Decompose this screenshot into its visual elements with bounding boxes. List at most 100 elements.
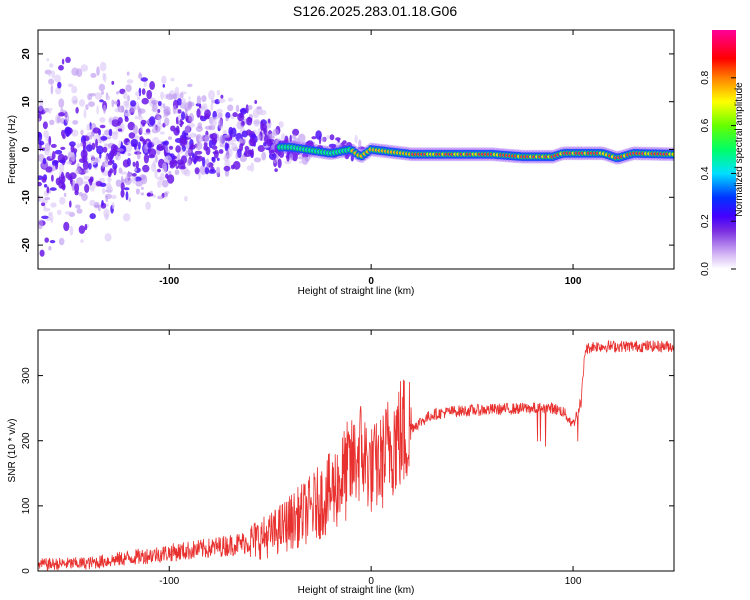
noise-blob xyxy=(127,95,130,102)
noise-blob xyxy=(257,145,265,152)
noise-blob xyxy=(167,136,173,141)
noise-blob xyxy=(143,132,151,136)
noise-blob xyxy=(141,97,149,105)
noise-blob xyxy=(83,175,90,180)
noise-blob xyxy=(85,144,93,152)
noise-blob xyxy=(186,100,193,111)
noise-blob xyxy=(121,178,127,184)
noise-blob xyxy=(277,158,282,169)
noise-blob xyxy=(162,84,165,88)
noise-blob xyxy=(157,168,161,173)
noise-blob xyxy=(125,191,129,201)
noise-blob xyxy=(98,83,106,92)
noise-blob xyxy=(57,209,62,215)
noise-blob xyxy=(145,201,152,210)
noise-blob xyxy=(149,81,156,90)
noise-blob xyxy=(165,173,169,179)
noise-blob xyxy=(52,151,56,160)
noise-blob xyxy=(181,165,186,170)
ridge-core xyxy=(671,152,674,156)
noise-blob xyxy=(140,192,145,196)
noise-blob xyxy=(61,171,64,181)
noise-blob xyxy=(120,182,125,191)
noise-blob xyxy=(86,132,94,137)
noise-blob xyxy=(196,108,201,118)
noise-blob xyxy=(252,108,260,119)
noise-blob xyxy=(50,202,57,208)
noise-blob xyxy=(179,137,187,147)
noise-blob xyxy=(192,152,195,158)
noise-blob xyxy=(60,146,66,150)
noise-blob xyxy=(94,92,102,100)
noise-blob xyxy=(232,160,241,170)
noise-blob xyxy=(134,176,142,182)
noise-blob xyxy=(203,142,208,147)
noise-blob xyxy=(127,152,132,157)
noise-blob xyxy=(83,109,87,119)
noise-blob xyxy=(101,200,104,206)
noise-blob xyxy=(175,108,178,114)
noise-blob xyxy=(157,195,164,200)
noise-blob xyxy=(160,91,165,100)
noise-blob xyxy=(80,129,84,136)
noise-blob xyxy=(84,184,90,193)
noise-blob xyxy=(358,139,362,149)
noise-blob xyxy=(115,91,120,95)
noise-blob xyxy=(48,246,52,251)
noise-blob xyxy=(43,207,51,212)
noise-blob xyxy=(140,123,143,134)
noise-blob xyxy=(90,73,97,78)
noise-blob xyxy=(51,70,55,79)
noise-blob xyxy=(107,170,112,178)
noise-blob xyxy=(64,126,72,137)
noise-blob xyxy=(164,192,168,198)
noise-blob xyxy=(245,129,252,136)
snr-series-line xyxy=(38,339,674,571)
noise-blob xyxy=(138,73,143,79)
noise-blob xyxy=(246,165,252,171)
noise-blob xyxy=(239,154,247,163)
noise-blob xyxy=(63,155,68,161)
noise-blob xyxy=(216,108,223,114)
noise-blob xyxy=(163,140,169,146)
noise-blob xyxy=(342,140,347,145)
noise-blob xyxy=(179,92,184,99)
noise-blob xyxy=(113,100,119,105)
noise-blob xyxy=(148,148,157,157)
noise-blob xyxy=(350,154,354,162)
noise-blob xyxy=(80,149,88,160)
noise-blob xyxy=(199,164,207,175)
noise-blob xyxy=(142,139,146,145)
noise-blob xyxy=(48,211,53,216)
noise-blob xyxy=(127,141,132,145)
noise-blob xyxy=(54,74,62,83)
colorbar-tick-label: 0.4 xyxy=(700,166,711,180)
noise-blob xyxy=(50,143,57,148)
noise-blob xyxy=(102,187,106,195)
noise-blob xyxy=(127,121,135,131)
noise-blob xyxy=(122,213,131,222)
noise-blob xyxy=(253,157,262,163)
noise-blob xyxy=(107,160,113,166)
noise-blob xyxy=(168,145,174,150)
noise-blob xyxy=(55,86,62,95)
noise-blob xyxy=(274,168,278,173)
noise-blob xyxy=(151,99,159,105)
noise-blob xyxy=(120,189,125,198)
noise-blob xyxy=(320,136,326,142)
noise-blob xyxy=(132,161,136,167)
x-tick-label: -100 xyxy=(159,576,179,587)
noise-blob xyxy=(80,64,89,72)
noise-blob xyxy=(354,134,358,144)
noise-blob xyxy=(250,162,255,172)
noise-blob xyxy=(135,180,143,187)
x-axis-label: Height of straight line (km) xyxy=(298,286,415,297)
snr-panel: -100 0 100 0 100 200 300 Height of straight lin… xyxy=(7,329,675,596)
noise-blob xyxy=(164,117,170,127)
noise-blob xyxy=(329,134,335,141)
noise-blob xyxy=(154,169,158,179)
noise-blob xyxy=(111,118,120,127)
noise-blob xyxy=(48,110,52,114)
noise-blob xyxy=(44,196,51,201)
